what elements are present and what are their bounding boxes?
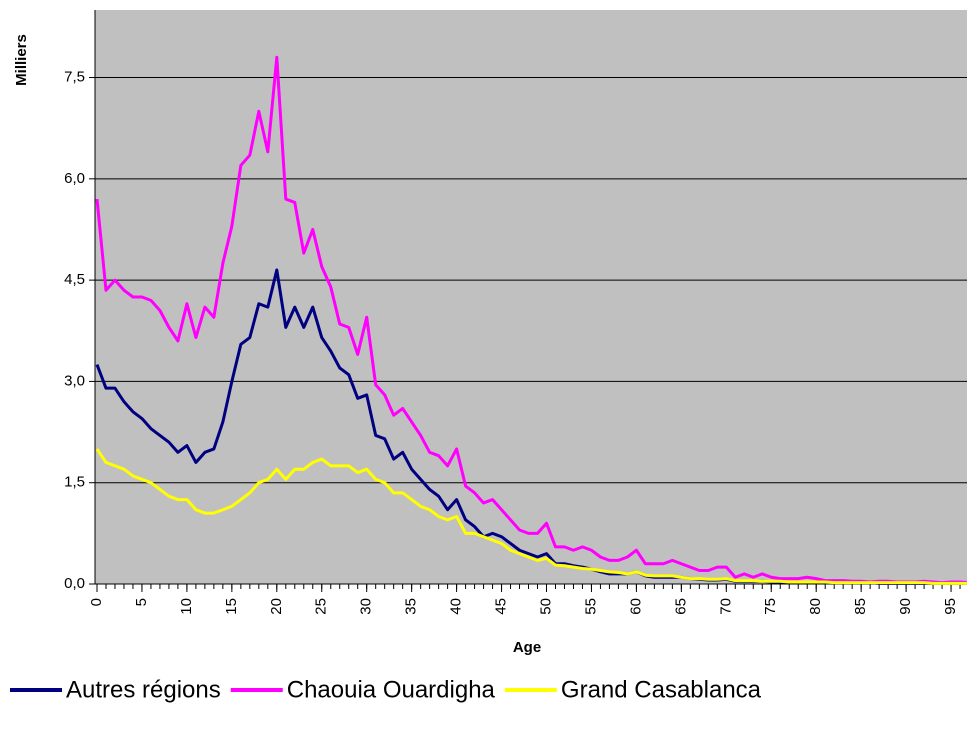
x-tick-label: 90 <box>897 598 914 615</box>
legend-label: Autres régions <box>66 676 221 703</box>
x-tick-label: 45 <box>493 598 510 615</box>
y-tick-label: 4,5 <box>64 271 85 288</box>
series-line <box>95 55 967 585</box>
y-tick-label: 3,0 <box>64 372 85 389</box>
x-tick-label: 35 <box>403 598 420 615</box>
legend-label: Chaouia Ouardigha <box>287 676 496 703</box>
x-tick-label: 5 <box>133 598 150 606</box>
x-tick-label: 80 <box>807 598 824 615</box>
x-tick-label: 15 <box>223 598 240 615</box>
y-tick-label: 1,5 <box>64 474 85 491</box>
x-tick-label: 25 <box>313 598 330 615</box>
series-line <box>95 448 967 585</box>
y-tick-label: 6,0 <box>64 170 85 187</box>
x-axis-label: Age <box>513 639 541 656</box>
x-tick-label: 85 <box>852 598 869 615</box>
y-tick-label: 0,0 <box>64 575 85 592</box>
x-tick-label: 0 <box>88 598 105 606</box>
x-tick-label: 65 <box>672 598 689 615</box>
x-tick-label: 20 <box>268 598 285 615</box>
y-axis-label: Milliers <box>13 34 30 86</box>
legend-label: Grand Casablanca <box>561 676 762 703</box>
plot-area <box>95 10 967 584</box>
x-tick-label: 70 <box>717 598 734 615</box>
x-tick-label: 95 <box>942 598 959 615</box>
y-tick-label: 7,5 <box>64 68 85 85</box>
x-tick-label: 55 <box>582 598 599 615</box>
x-tick-label: 60 <box>627 598 644 615</box>
x-tick-label: 50 <box>537 598 554 615</box>
x-tick-label: 75 <box>762 598 779 615</box>
x-tick-label: 40 <box>448 598 465 615</box>
x-tick-label: 30 <box>358 598 375 615</box>
x-tick-label: 10 <box>178 598 195 615</box>
